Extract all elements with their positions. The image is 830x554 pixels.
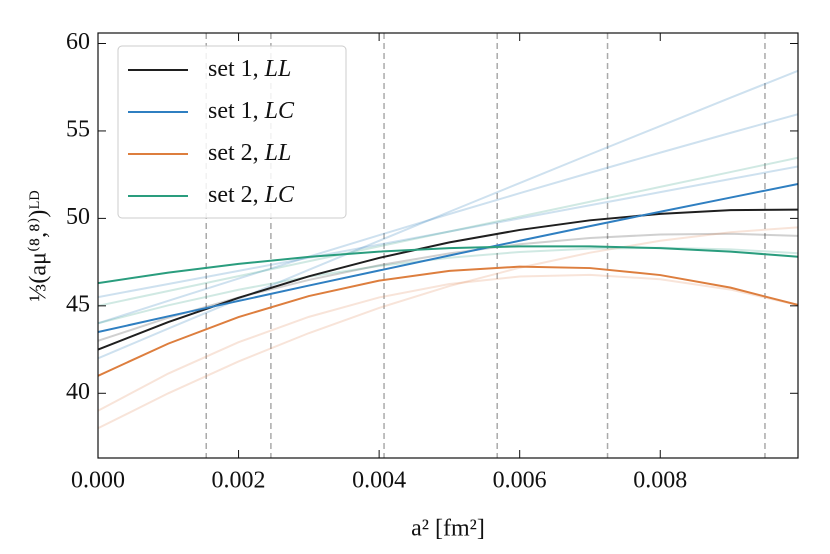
series-line <box>98 113 798 325</box>
series-line <box>98 265 798 377</box>
y-tick-label: 45 <box>66 291 90 317</box>
series-line <box>98 232 798 342</box>
series-line <box>98 69 798 360</box>
series-line <box>98 273 798 412</box>
y-tick-label: 40 <box>66 379 90 405</box>
plot-frame <box>97 32 799 459</box>
y-tick-label: 60 <box>66 29 90 55</box>
y-axis-label: ⅓(aμ⁽⁸,⁸⁾)ᴸᴰ <box>26 190 52 301</box>
series-line <box>98 182 798 334</box>
legend-label: set 2, LC <box>208 182 295 208</box>
series-line <box>98 156 798 307</box>
series-line <box>98 245 798 285</box>
legend-label: set 1, LC <box>208 98 295 124</box>
y-tick-label: 55 <box>66 116 90 142</box>
x-tick-label: 0.004 <box>352 468 406 494</box>
x-tick-label: 0.000 <box>71 468 125 494</box>
y-tick-label: 50 <box>66 204 90 230</box>
series-line <box>98 226 798 430</box>
x-tick-label: 0.002 <box>212 468 266 494</box>
legend-label: set 1, LL <box>208 56 291 82</box>
legend-label: set 2, LL <box>208 140 291 166</box>
legend-box <box>117 45 347 219</box>
series-line <box>98 165 798 299</box>
x-tick-label: 0.006 <box>493 468 547 494</box>
series-line <box>98 208 798 351</box>
x-tick-label: 0.008 <box>633 468 687 494</box>
x-axis-label: a² [fm²] <box>411 516 485 542</box>
